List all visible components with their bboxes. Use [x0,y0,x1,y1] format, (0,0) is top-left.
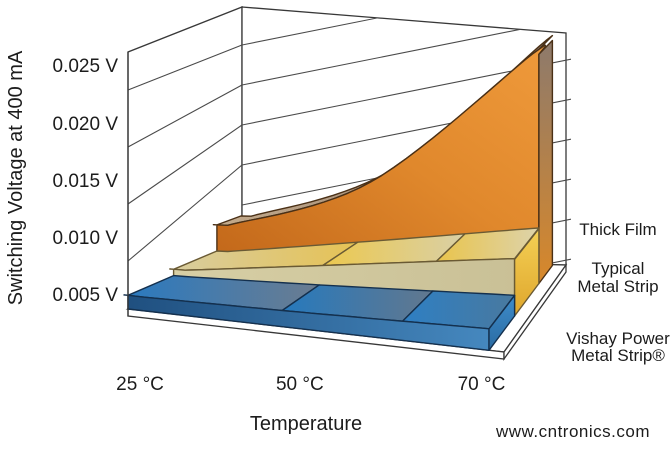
y-tick-label: 0.020 V [53,114,119,135]
x-tick-label: 25 °C [116,374,164,395]
floor-right-face [503,262,567,362]
series-vishay-power-metal-strip [123,274,516,351]
gridline [242,18,571,86]
x-tick-label: 50 °C [276,374,324,395]
ribbon-front-face [212,44,547,285]
watermark: www.cntronics.com [495,422,650,441]
x-tick-label: 70 °C [458,374,506,395]
x-axis-title: Temperature [250,413,362,435]
axis-labels: 0.025 V 0.020 V 0.015 V 0.010 V 0.005 V 25 °C… [5,50,670,441]
legend-label: Metal Strip® [571,346,665,365]
legend-label: Vishay Power [566,329,670,348]
y-tick-label: 0.005 V [53,285,119,306]
gridline [127,44,243,91]
gridline [127,164,243,262]
gridline [127,124,243,205]
y-tick-label: 0.025 V [53,56,119,77]
series-thick-film [212,34,554,285]
legend-label: Metal Strip [577,277,658,296]
gridline [127,84,243,148]
legend-label: Typical [592,259,645,278]
legend-label: Thick Film [579,220,656,239]
y-axis-title: Switching Voltage at 400 mA [5,50,27,305]
ribbon-end-cap [488,294,516,351]
y-tick-label: 0.015 V [53,171,119,192]
ribbon-end-cap [538,39,554,285]
y-tick-label: 0.010 V [53,228,119,249]
